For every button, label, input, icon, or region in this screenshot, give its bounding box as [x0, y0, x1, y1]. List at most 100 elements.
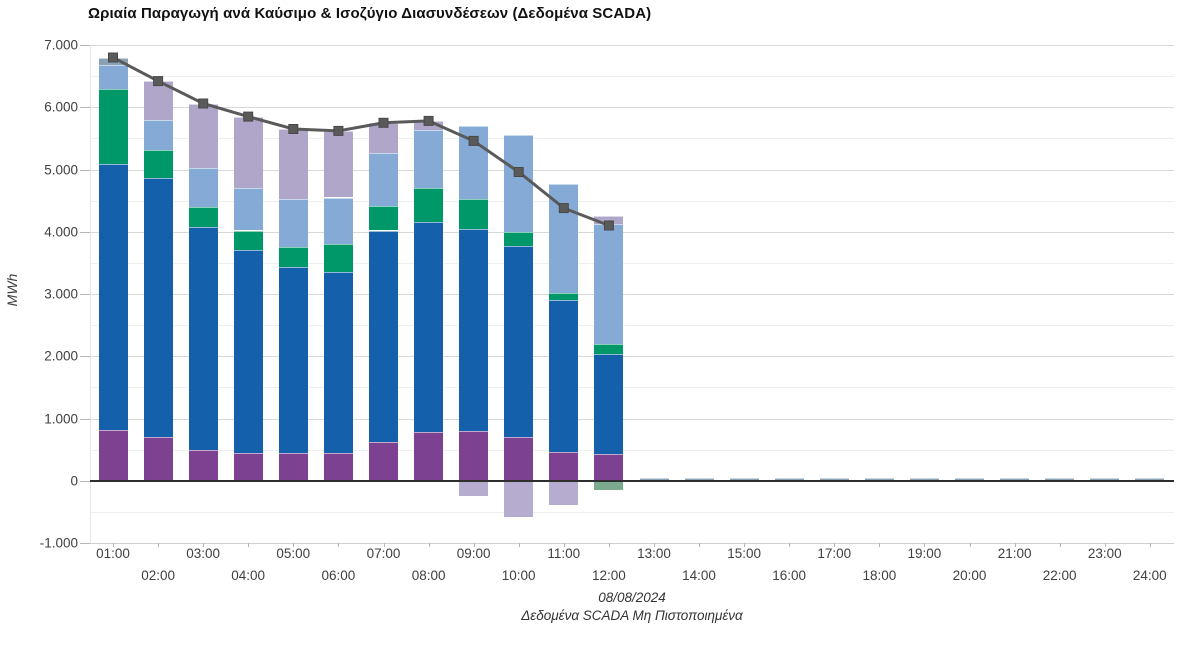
bar-segment-fuel-lavender [143, 81, 173, 121]
bar-segment-fuel-green [369, 206, 398, 231]
gridline [90, 169, 1174, 171]
bar-segment-fuel-lightblue [594, 223, 624, 344]
y-axis-tick-label: 1.000 [44, 411, 78, 426]
x-axis-tick [1014, 543, 1016, 547]
y-axis-tick-label: 7.000 [44, 37, 78, 53]
x-axis-tick-label: 05:00 [276, 546, 311, 561]
x-axis-tick [1104, 543, 1106, 547]
x-axis-tick [744, 543, 746, 547]
x-axis-tick-label: 24:00 [1132, 568, 1167, 583]
x-axis-tick [834, 543, 836, 547]
x-axis-tick [113, 543, 114, 547]
y-axis-tick-label: 5.000 [44, 162, 78, 177]
x-axis-tick-label: 09:00 [456, 546, 491, 561]
gridline [90, 356, 1174, 358]
bar-segment-fuel-purple [459, 430, 489, 481]
gridline [90, 45, 1174, 46]
x-axis-tick [608, 543, 610, 547]
x-axis-tick-label: 11:00 [547, 546, 581, 561]
bar-segment-fuel-purple [594, 454, 624, 481]
bar-segment-fuel-green [278, 247, 308, 268]
x-axis-tick [1059, 543, 1061, 547]
gridline [90, 200, 1174, 202]
x-axis-tick-label: 17:00 [817, 546, 852, 561]
bar-segment-fuel-purple [323, 452, 353, 481]
y-axis-tick [80, 480, 90, 482]
bar-segment-fuel-purple [233, 452, 263, 481]
bar-segment-fuel-blue [504, 246, 534, 437]
bar-segment-fuel-blue [594, 354, 624, 454]
bar-segment-fuel-lavender [323, 130, 353, 198]
bar-segment-interconnection-export-green [594, 480, 624, 491]
x-axis-tick [879, 543, 881, 547]
bar-segment-fuel-green [504, 232, 534, 247]
x-axis-tick-label: 06:00 [321, 568, 356, 583]
bar-segment-fuel-lightblue [188, 168, 218, 207]
y-axis-tick-label: -1.000 [39, 535, 78, 551]
y-axis-tick [80, 418, 90, 420]
chart-title: Ωριαία Παραγωγή ανά Καύσιμο & Ισοζύγιο Δ… [88, 5, 652, 22]
bar-segment-fuel-lavender [369, 122, 398, 154]
bar-segment-interconnection-export-lavender [459, 480, 489, 496]
x-axis-tick [1149, 543, 1151, 547]
x-axis-tick-label: 23:00 [1087, 546, 1122, 561]
bar-segment-fuel-lavender [594, 216, 624, 224]
x-axis-tick [338, 543, 340, 547]
y-axis-tick-label: 4.000 [44, 224, 78, 240]
gridline [90, 325, 1174, 327]
bar-segment-fuel-green [549, 292, 579, 301]
bar-segment-fuel-lavender [188, 103, 218, 169]
x-axis-tick-label: 07:00 [366, 546, 401, 561]
bar-segment-fuel-lightblue [278, 199, 308, 248]
y-axis-tick [80, 107, 90, 109]
bar-segment-fuel-lavender [414, 120, 444, 131]
bar-segment-fuel-green [188, 206, 218, 227]
bar-segment-fuel-blue [323, 271, 353, 453]
x-axis-line [90, 543, 1174, 544]
bar-segment-fuel-green [594, 343, 624, 355]
bar-segment-fuel-blue [459, 228, 489, 431]
bar-segment-fuel-bluegray [955, 478, 984, 481]
gridline [90, 449, 1174, 451]
gridline [90, 231, 1174, 233]
bar-segment-fuel-lightblue [143, 120, 173, 151]
y-axis-tick-label: 2.000 [44, 348, 78, 364]
bar-segment-fuel-blue [98, 163, 128, 431]
bar-segment-fuel-purple [98, 430, 128, 481]
bar-segment-fuel-green [323, 244, 353, 272]
bar-segment-fuel-green [459, 199, 489, 229]
y-axis-line [90, 45, 91, 543]
x-axis-tick-label: 13:00 [637, 546, 671, 561]
bar-segment-fuel-lightblue [233, 188, 263, 231]
bar-segment-fuel-lightblue [98, 64, 128, 89]
gridline [90, 262, 1174, 264]
x-axis-tick-label: 10:00 [501, 568, 536, 583]
bar-segment-fuel-blue [549, 300, 579, 453]
x-axis-tick [383, 543, 385, 547]
bar-segment-fuel-bluegray [774, 478, 804, 481]
bar-segment-fuel-bluegray [684, 478, 714, 481]
x-axis-tick-label: 02:00 [141, 568, 175, 583]
gridline [90, 418, 1174, 420]
y-axis-tick [80, 543, 90, 544]
zero-axis-line [90, 479, 1174, 482]
bar-segment-fuel-purple [549, 452, 579, 481]
x-axis-tick-label: 19:00 [907, 546, 942, 561]
x-axis-tick-label: 08:00 [411, 568, 446, 583]
bar-segment-fuel-green [98, 88, 128, 164]
x-axis-tick-label: 18:00 [862, 568, 897, 583]
bar-segment-fuel-green [143, 150, 173, 179]
bar-segment-fuel-lightblue [549, 183, 579, 293]
x-axis-tick [293, 543, 295, 547]
x-axis-tick [789, 543, 791, 547]
bar-segment-fuel-blue [233, 249, 263, 453]
y-axis-tick [80, 356, 90, 358]
x-axis-tick-label: 15:00 [727, 546, 761, 561]
y-axis-tick-label: 6.000 [44, 99, 78, 115]
y-axis-tick [80, 169, 90, 171]
bar-segment-fuel-lightblue [323, 197, 353, 245]
bar-segment-fuel-purple [188, 449, 218, 481]
x-axis-tick-label: 16:00 [772, 568, 807, 583]
bar-segment-fuel-lavender [278, 129, 308, 200]
